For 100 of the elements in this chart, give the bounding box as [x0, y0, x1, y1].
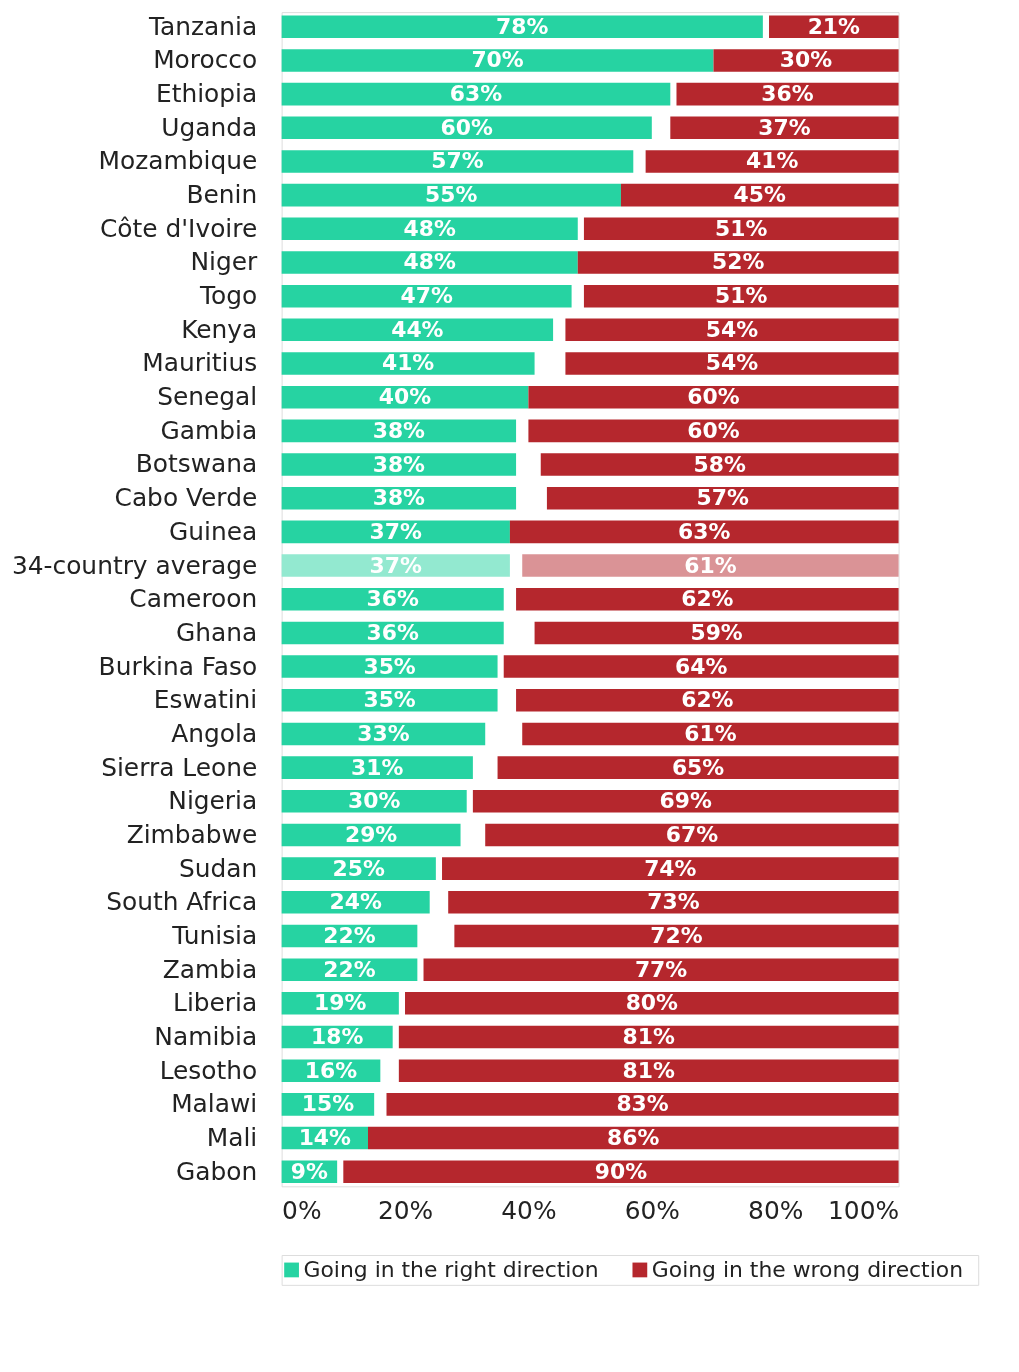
- x-tick-label: 60%: [624, 1195, 680, 1225]
- y-tick-label: Botswana: [135, 449, 258, 479]
- data-label: 21%: [807, 13, 861, 39]
- data-label: 86%: [607, 1125, 660, 1150]
- data-label: 31%: [351, 754, 404, 780]
- data-label: 60%: [687, 384, 740, 410]
- y-tick-label: Cameroon: [129, 584, 258, 614]
- y-tick-label: Ghana: [175, 617, 258, 647]
- data-label: 16%: [304, 1057, 358, 1083]
- data-label: 19%: [314, 990, 367, 1016]
- data-label: 48%: [403, 215, 456, 241]
- data-label: 35%: [363, 653, 416, 679]
- y-tick-label: Gambia: [160, 415, 258, 445]
- y-tick-label: Morocco: [153, 45, 258, 75]
- data-label: 15%: [301, 1091, 355, 1117]
- data-label: 63%: [449, 81, 503, 107]
- data-label: 83%: [616, 1091, 669, 1117]
- y-tick-label: Liberia: [173, 988, 258, 1018]
- data-label: 52%: [712, 249, 765, 275]
- data-label: 40%: [378, 384, 432, 410]
- x-tick-label: 0%: [282, 1195, 322, 1225]
- data-label: 55%: [425, 182, 478, 208]
- data-label: 61%: [684, 552, 737, 578]
- data-label: 38%: [372, 451, 426, 477]
- data-label: 81%: [622, 1023, 675, 1049]
- y-tick-label: Sierra Leone: [101, 752, 258, 782]
- y-tick-label: Côte d'Ivoire: [99, 213, 258, 243]
- y-tick-label: Uganda: [161, 112, 258, 142]
- y-tick-label: Burkina Faso: [98, 651, 258, 681]
- y-tick-label: Cabo Verde: [114, 483, 258, 513]
- data-label: 24%: [329, 889, 382, 915]
- y-tick-label: Sudan: [178, 853, 258, 883]
- y-tick-label: Ethiopia: [155, 79, 258, 109]
- data-label: 14%: [298, 1125, 352, 1150]
- data-label: 62%: [681, 586, 734, 612]
- data-label: 30%: [347, 788, 401, 814]
- data-label: 62%: [681, 687, 734, 713]
- x-tick-label: 80%: [748, 1195, 804, 1225]
- data-label: 70%: [471, 47, 524, 73]
- data-label: 80%: [625, 990, 679, 1016]
- data-label: 29%: [344, 821, 398, 847]
- legend-label: Going in the wrong direction: [651, 1256, 964, 1282]
- y-tick-label: 34-country average: [11, 550, 258, 580]
- x-tick-label: 40%: [501, 1195, 557, 1225]
- data-label: 48%: [403, 249, 456, 275]
- y-tick-label: Senegal: [157, 382, 258, 412]
- y-tick-label: Mali: [206, 1122, 258, 1152]
- data-label: 37%: [369, 552, 423, 578]
- y-tick-label: Malawi: [171, 1089, 258, 1119]
- data-label: 30%: [779, 47, 833, 73]
- data-label: 73%: [647, 889, 700, 915]
- data-label: 77%: [634, 956, 688, 982]
- data-label: 36%: [366, 586, 419, 612]
- data-label: 72%: [650, 922, 703, 948]
- data-label: 54%: [705, 350, 759, 376]
- data-label: 67%: [665, 821, 719, 847]
- data-label: 37%: [758, 114, 811, 140]
- data-label: 81%: [622, 1057, 675, 1083]
- data-label: 36%: [761, 81, 814, 107]
- data-label: 54%: [705, 316, 759, 342]
- data-label: 33%: [357, 720, 410, 746]
- y-tick-label: Kenya: [181, 314, 258, 344]
- data-label: 25%: [332, 855, 385, 881]
- data-label: 57%: [431, 148, 484, 174]
- legend-label: Going in the right direction: [303, 1256, 599, 1282]
- data-label: 57%: [696, 485, 750, 511]
- y-tick-label: Eswatini: [153, 685, 258, 715]
- y-tick-label: Mauritius: [142, 348, 258, 378]
- data-label: 18%: [310, 1023, 364, 1049]
- y-tick-label: Niger: [190, 247, 258, 277]
- data-label: 60%: [687, 417, 740, 443]
- x-tick-label: 20%: [377, 1195, 434, 1225]
- data-label: 60%: [440, 114, 493, 140]
- data-label: 38%: [372, 417, 426, 443]
- data-label: 9%: [290, 1158, 329, 1184]
- data-label: 22%: [323, 956, 376, 982]
- y-tick-label: Tanzania: [147, 11, 258, 41]
- data-label: 41%: [381, 350, 435, 376]
- y-tick-label: Zambia: [162, 954, 258, 984]
- y-tick-label: Zimbabwe: [126, 819, 258, 849]
- data-label: 36%: [366, 619, 419, 645]
- data-label: 45%: [733, 182, 787, 208]
- data-label: 41%: [745, 148, 799, 174]
- data-label: 69%: [659, 788, 712, 814]
- data-label: 35%: [363, 687, 416, 713]
- data-label: 22%: [323, 922, 376, 948]
- data-label: 64%: [674, 653, 728, 679]
- data-label: 37%: [369, 518, 423, 544]
- data-label: 63%: [678, 518, 731, 544]
- y-tick-label: Benin: [186, 180, 258, 210]
- data-label: 78%: [496, 13, 549, 39]
- data-label: 65%: [671, 754, 725, 780]
- data-label: 90%: [594, 1158, 648, 1184]
- data-label: 38%: [372, 485, 426, 511]
- data-label: 51%: [715, 283, 768, 309]
- y-tick-label: Nigeria: [168, 786, 258, 816]
- y-tick-label: Togo: [199, 281, 258, 311]
- y-tick-label: Tunisia: [171, 920, 258, 950]
- y-tick-label: South Africa: [106, 887, 258, 917]
- data-label: 47%: [400, 283, 453, 309]
